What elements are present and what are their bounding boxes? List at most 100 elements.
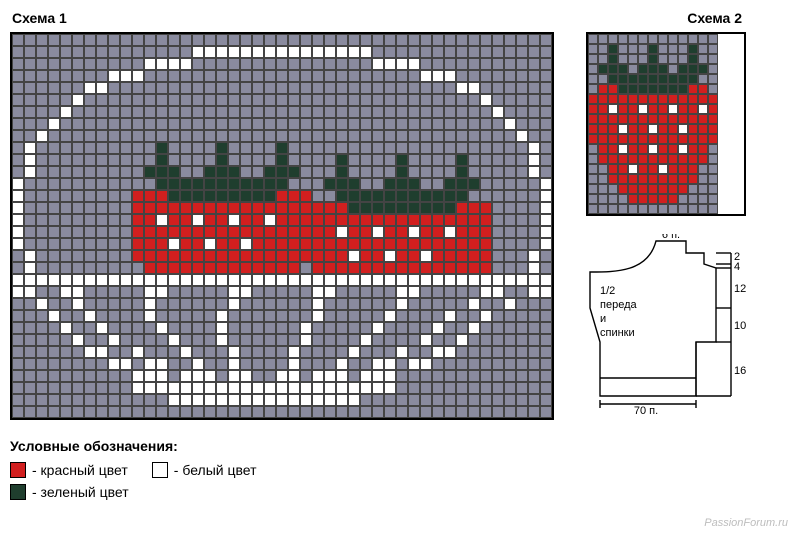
grid-cell bbox=[540, 394, 552, 406]
grid-cell bbox=[708, 64, 718, 74]
grid-cell bbox=[168, 406, 180, 418]
grid-cell bbox=[240, 34, 252, 46]
grid-cell bbox=[648, 74, 658, 84]
grid-cell bbox=[300, 94, 312, 106]
grid-cell bbox=[540, 262, 552, 274]
grid-cell bbox=[432, 94, 444, 106]
grid-cell bbox=[180, 238, 192, 250]
grid-cell bbox=[648, 204, 658, 214]
grid-cell bbox=[48, 358, 60, 370]
grid-cell bbox=[420, 94, 432, 106]
grid-cell bbox=[228, 382, 240, 394]
grid-cell bbox=[678, 184, 688, 194]
grid-cell bbox=[36, 46, 48, 58]
grid-cell bbox=[384, 226, 396, 238]
grid-cell bbox=[96, 82, 108, 94]
grid-cell bbox=[668, 154, 678, 164]
grid-cell bbox=[240, 58, 252, 70]
grid-cell bbox=[608, 54, 618, 64]
grid-cell bbox=[252, 106, 264, 118]
grid-cell bbox=[24, 46, 36, 58]
grid-cell bbox=[216, 130, 228, 142]
grid-cell bbox=[84, 262, 96, 274]
grid-cell bbox=[598, 74, 608, 84]
grid-cell bbox=[300, 226, 312, 238]
grid-cell bbox=[60, 178, 72, 190]
grid-cell bbox=[156, 394, 168, 406]
grid-cell bbox=[420, 142, 432, 154]
grid-cell bbox=[24, 58, 36, 70]
grid-cell bbox=[24, 142, 36, 154]
grid-cell bbox=[192, 142, 204, 154]
grid-cell bbox=[228, 106, 240, 118]
grid-cell bbox=[204, 82, 216, 94]
grid-cell bbox=[60, 310, 72, 322]
grid-cell bbox=[96, 238, 108, 250]
grid-cell bbox=[60, 154, 72, 166]
grid-cell bbox=[132, 250, 144, 262]
grid-cell bbox=[456, 298, 468, 310]
grid-cell bbox=[180, 130, 192, 142]
grid-cell bbox=[132, 310, 144, 322]
grid-cell bbox=[192, 154, 204, 166]
grid-cell bbox=[608, 174, 618, 184]
grid-cell bbox=[180, 58, 192, 70]
grid-cell bbox=[396, 94, 408, 106]
grid-cell bbox=[120, 106, 132, 118]
grid-cell bbox=[348, 118, 360, 130]
grid-cell bbox=[264, 58, 276, 70]
grid-cell bbox=[120, 154, 132, 166]
grid-cell bbox=[168, 382, 180, 394]
grid-cell bbox=[360, 130, 372, 142]
grid-cell bbox=[384, 118, 396, 130]
grid-cell bbox=[698, 174, 708, 184]
grid-cell bbox=[216, 202, 228, 214]
legend-red-label: - красный цвет bbox=[32, 462, 128, 478]
grid-cell bbox=[120, 58, 132, 70]
grid-cell bbox=[120, 358, 132, 370]
grid-cell bbox=[144, 322, 156, 334]
grid-cell bbox=[396, 142, 408, 154]
grid-cell bbox=[708, 54, 718, 64]
grid-cell bbox=[192, 190, 204, 202]
grid-cell bbox=[708, 204, 718, 214]
grid-cell bbox=[432, 370, 444, 382]
grid-cell bbox=[156, 106, 168, 118]
grid-cell bbox=[48, 214, 60, 226]
grid-cell bbox=[444, 166, 456, 178]
grid-cell bbox=[598, 134, 608, 144]
grid-cell bbox=[180, 202, 192, 214]
grid-cell bbox=[252, 34, 264, 46]
grid-cell bbox=[240, 46, 252, 58]
grid-cell bbox=[420, 370, 432, 382]
grid-cell bbox=[60, 346, 72, 358]
grid-cell bbox=[108, 274, 120, 286]
grid-cell bbox=[360, 250, 372, 262]
grid-cell bbox=[276, 250, 288, 262]
grid-cell bbox=[204, 166, 216, 178]
grid-cell bbox=[144, 46, 156, 58]
grid-cell bbox=[204, 202, 216, 214]
grid-cell bbox=[598, 114, 608, 124]
grid-cell bbox=[396, 202, 408, 214]
grid-cell bbox=[588, 154, 598, 164]
grid-cell bbox=[336, 334, 348, 346]
grid-cell bbox=[444, 70, 456, 82]
grid-cell bbox=[192, 298, 204, 310]
grid-cell bbox=[384, 70, 396, 82]
grid-cell bbox=[96, 34, 108, 46]
grid-cell bbox=[312, 310, 324, 322]
grid-cell bbox=[300, 190, 312, 202]
grid-cell bbox=[528, 382, 540, 394]
grid-cell bbox=[504, 322, 516, 334]
grid-cell bbox=[598, 44, 608, 54]
grid-cell bbox=[420, 166, 432, 178]
grid-cell bbox=[384, 130, 396, 142]
grid-cell bbox=[360, 58, 372, 70]
grid-cell bbox=[240, 250, 252, 262]
grid-cell bbox=[192, 310, 204, 322]
grid-cell bbox=[336, 94, 348, 106]
grid-cell bbox=[468, 298, 480, 310]
grid-cell bbox=[288, 262, 300, 274]
grid-cell bbox=[372, 382, 384, 394]
